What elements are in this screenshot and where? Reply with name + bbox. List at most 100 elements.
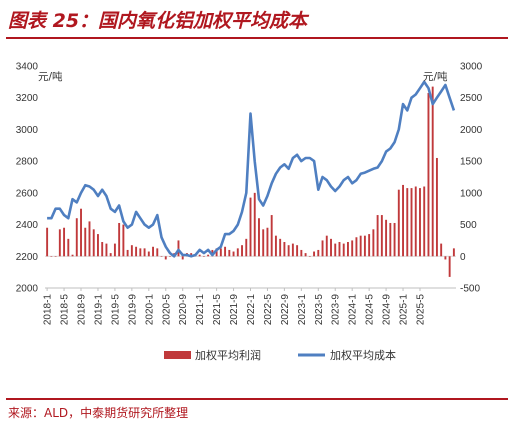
profit-bar	[75, 218, 78, 257]
x-tick-label-17: 2023-9	[331, 294, 342, 326]
profit-bar	[202, 256, 205, 257]
profit-bar	[249, 197, 252, 257]
profit-bar	[215, 248, 218, 257]
right-tick-label-2: 500	[460, 220, 477, 231]
profit-bar	[423, 186, 426, 257]
profit-bar	[54, 256, 57, 257]
x-tick-label-19: 2024-5	[365, 294, 376, 326]
right-tick-label-6: 2500	[460, 93, 483, 104]
profit-bar	[177, 240, 180, 257]
x-tick-label-16: 2023-5	[314, 294, 325, 326]
profit-bar	[113, 243, 116, 257]
left-axis-unit: 元/吨	[38, 70, 63, 83]
profit-bar	[143, 248, 146, 257]
profit-bar	[334, 243, 337, 257]
legend-bar-swatch	[164, 351, 191, 359]
profit-bar	[80, 208, 82, 257]
profit-bar	[105, 243, 108, 257]
profit-bar	[262, 229, 265, 257]
profit-bar	[198, 254, 201, 257]
left-tick-label-3: 2600	[16, 188, 39, 199]
right-tick-label-7: 3000	[460, 62, 483, 73]
x-tick-label-2: 2018-9	[77, 294, 88, 326]
profit-bar	[232, 251, 235, 257]
profit-bar	[291, 243, 294, 257]
x-tick-label-15: 2023-1	[297, 294, 308, 326]
profit-bar	[67, 238, 70, 257]
profit-bars	[46, 86, 455, 277]
profit-bar	[245, 238, 248, 257]
source-divider	[6, 398, 508, 400]
left-tick-label-7: 3400	[16, 62, 39, 73]
profit-bar	[397, 189, 400, 257]
profit-bar	[71, 254, 74, 257]
x-tick-label-12: 2022-1	[246, 294, 257, 326]
profit-bar	[300, 249, 303, 257]
profit-bar	[88, 221, 91, 257]
legend-bar-label: 加权平均利润	[195, 348, 261, 362]
profit-bar	[274, 235, 277, 257]
legend-line-label: 加权平均成本	[330, 348, 396, 362]
x-tick-label-14: 2022-9	[280, 294, 291, 326]
profit-bar	[58, 229, 61, 257]
left-tick-label-1: 2200	[16, 252, 39, 263]
profit-bar	[164, 256, 167, 260]
profit-bar	[368, 234, 371, 257]
right-axis-unit: 元/吨	[423, 70, 448, 83]
profit-bar	[236, 248, 239, 257]
profit-bar	[241, 245, 243, 257]
x-tick-label-13: 2022-5	[263, 294, 274, 326]
profit-bar	[181, 256, 184, 260]
profit-bar	[270, 215, 273, 257]
profit-bar	[317, 249, 320, 257]
title-divider	[6, 37, 508, 39]
left-tick-label-0: 2000	[16, 284, 39, 295]
profit-bar	[448, 256, 451, 277]
profit-bar	[419, 188, 421, 257]
right-tick-label-3: 1000	[460, 188, 483, 199]
profit-bar	[139, 248, 142, 257]
x-tick-label-7: 2020-5	[161, 294, 172, 326]
profit-bar	[258, 218, 260, 257]
x-tick-label-10: 2021-5	[212, 294, 223, 326]
x-tick-label-21: 2025-1	[399, 294, 410, 326]
profit-bar	[118, 222, 121, 257]
profit-bar	[84, 227, 87, 257]
profit-bar	[46, 227, 49, 257]
source-note: 来源：ALD，中泰期货研究所整理	[8, 406, 189, 420]
x-tick-label-22: 2025-5	[415, 294, 426, 326]
left-tick-label-2: 2400	[16, 220, 39, 231]
x-tick-label-0: 2018-1	[43, 294, 54, 326]
right-tick-label-5: 2000	[460, 125, 483, 136]
profit-bar	[385, 219, 388, 257]
profit-bar	[380, 215, 383, 257]
profit-bar	[452, 248, 455, 257]
profit-bar	[109, 253, 112, 257]
legend: 加权平均利润 加权平均成本	[164, 348, 396, 362]
profit-bar	[101, 242, 104, 257]
profit-bar	[304, 253, 307, 257]
profit-bar	[152, 246, 154, 257]
profit-bar	[122, 224, 125, 257]
profit-bar	[330, 238, 332, 257]
profit-bar	[393, 222, 396, 257]
right-tick-label-0: -500	[460, 284, 480, 295]
profit-bar	[406, 188, 409, 257]
profit-bar	[97, 234, 99, 257]
profit-bar	[92, 229, 95, 257]
left-tick-label-6: 3200	[16, 93, 39, 104]
profit-bar	[435, 157, 438, 257]
profit-bar	[351, 240, 354, 257]
profit-bar	[427, 92, 430, 257]
profit-bar	[207, 254, 210, 257]
x-tick-label-18: 2024-1	[348, 294, 359, 326]
profit-bar	[287, 245, 290, 257]
profit-bar	[169, 256, 171, 257]
profit-bar	[363, 235, 366, 257]
profit-bar	[135, 246, 138, 257]
left-tick-label-4: 2800	[16, 157, 39, 168]
profit-bar	[414, 186, 417, 257]
profit-bar	[355, 237, 358, 257]
profit-bar	[147, 251, 150, 257]
